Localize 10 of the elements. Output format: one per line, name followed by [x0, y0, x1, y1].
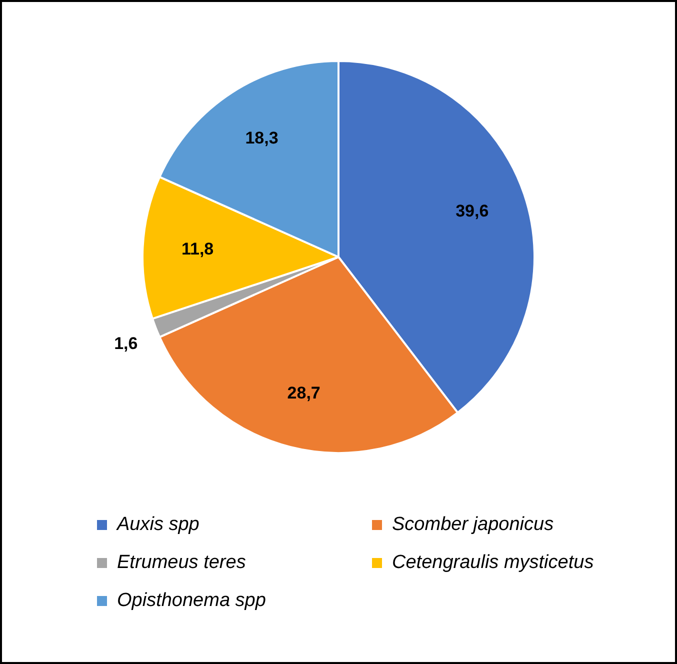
data-label: 1,6: [114, 334, 138, 354]
legend-label: Etrumeus teres: [117, 552, 246, 574]
data-label: 18,3: [245, 128, 278, 148]
legend-label: Auxis spp: [117, 514, 200, 536]
legend-label: Opisthonema spp: [117, 590, 266, 612]
legend-label: Scomber japonicus: [392, 514, 554, 536]
data-label: 28,7: [287, 383, 320, 402]
legend-label: Cetengraulis mysticetus: [392, 552, 594, 574]
data-label: 39,6: [456, 201, 489, 220]
data-label: 11,8: [181, 240, 214, 259]
